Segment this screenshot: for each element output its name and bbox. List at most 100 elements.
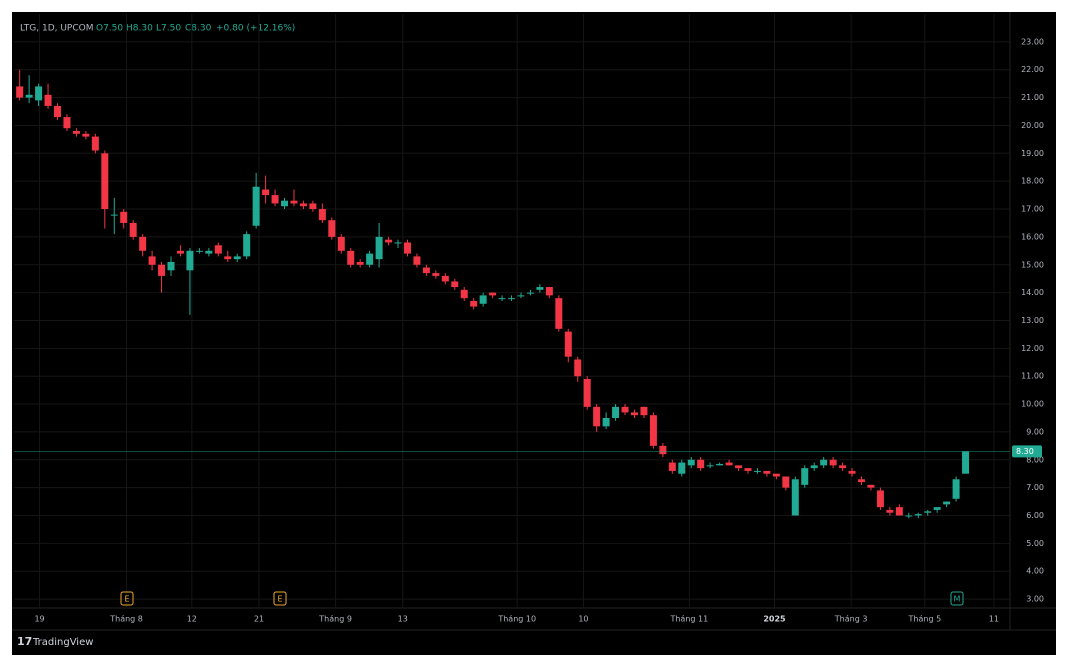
candle-body (72, 131, 80, 134)
candle-body (602, 417, 610, 427)
candle-body (905, 515, 913, 517)
candle-body (649, 415, 657, 446)
candle-body (621, 406, 629, 413)
candle-body (243, 234, 251, 257)
candle-body (583, 378, 591, 407)
ohlc-open: O7.50 (96, 24, 123, 34)
candle-body (176, 250, 184, 254)
y-tick-label: 8.00 (1026, 455, 1044, 464)
last-price-label: 8.30 (1016, 447, 1034, 456)
candle-body (574, 359, 582, 377)
candle-body (895, 507, 903, 516)
brand: TradingView (32, 637, 93, 648)
candle-body (120, 211, 128, 223)
candle-body (63, 117, 71, 129)
candle-body (763, 470, 771, 474)
candle-body (668, 462, 676, 471)
candle-body (366, 253, 374, 265)
candle-body (489, 292, 497, 296)
y-tick-label: 23.00 (1021, 37, 1044, 46)
event-label: E (124, 595, 129, 604)
candle-body (839, 465, 847, 469)
candle-body (328, 220, 336, 237)
x-tick-label: Tháng 10 (497, 615, 536, 624)
y-tick-label: 10.00 (1021, 400, 1044, 409)
candle-body (432, 273, 440, 276)
y-tick-label: 18.00 (1021, 177, 1044, 186)
candle-body (35, 86, 43, 101)
y-tick-label: 15.00 (1021, 260, 1044, 269)
candle-body (101, 153, 109, 210)
candle-body (356, 261, 364, 265)
candle-body (716, 463, 724, 466)
candle-body (876, 490, 884, 508)
x-tick-label: 10 (578, 615, 588, 624)
y-tick-label: 6.00 (1026, 511, 1044, 520)
candle-body (233, 256, 241, 260)
candle-body (857, 479, 865, 483)
candle-body (129, 222, 137, 237)
candle-body (385, 239, 393, 243)
y-tick-label: 4.00 (1026, 567, 1044, 576)
candle-body (791, 479, 799, 516)
event-label: M (954, 595, 961, 604)
candle-body (612, 406, 620, 418)
candle-body (318, 209, 326, 221)
candle-body (309, 203, 317, 210)
candle-body (167, 261, 175, 271)
candle-body (706, 465, 714, 467)
candle-body (195, 250, 203, 252)
candle-body (479, 295, 487, 304)
candle-body (593, 406, 601, 427)
symbol: LTG, 1D, UPCOM (20, 24, 94, 34)
ohlc-change: +0.80 (+12.16%) (216, 24, 295, 34)
candle-body (943, 501, 951, 505)
candle-body (375, 236, 383, 260)
candle-body (290, 200, 298, 204)
candle-body (271, 195, 279, 204)
y-tick-label: 13.00 (1021, 316, 1044, 325)
candle-body (422, 267, 430, 274)
candle-body (347, 250, 355, 265)
y-tick-label: 7.00 (1026, 483, 1044, 492)
candle-body (205, 250, 213, 254)
candle-body (110, 214, 118, 216)
candle-body (735, 465, 743, 469)
candle-body (299, 203, 307, 207)
event-marker (950, 591, 964, 606)
candle-body (867, 484, 875, 488)
x-tick-label: Tháng 8 (109, 615, 143, 624)
event-marker (273, 591, 287, 606)
candle-body (697, 459, 705, 469)
candle-body (517, 295, 525, 297)
candle-body (82, 133, 90, 137)
candle-body (91, 136, 99, 151)
event-marker (120, 591, 134, 606)
ohlc-close: C8.30 (185, 24, 212, 34)
candle-body (44, 94, 52, 106)
x-tick-label: 12 (187, 615, 197, 624)
x-tick-label: Tháng 9 (318, 615, 352, 624)
candle-body (394, 242, 402, 244)
candle-body (810, 465, 818, 469)
candle-body (536, 287, 544, 290)
candle-body (16, 86, 24, 98)
y-tick-label: 20.00 (1021, 121, 1044, 130)
y-tick-label: 5.00 (1026, 539, 1044, 548)
x-tick-label: 2025 (763, 615, 786, 624)
candle-body (545, 287, 553, 296)
candle-body (772, 473, 780, 477)
candle-body (252, 186, 260, 226)
candle-body (186, 250, 194, 271)
candle-body (687, 459, 695, 466)
candle-body (829, 459, 837, 466)
x-tick-label: 19 (34, 615, 44, 624)
candle-body (214, 245, 222, 254)
y-tick-label: 19.00 (1021, 149, 1044, 158)
candle-body (224, 256, 232, 260)
candle-body (782, 476, 790, 488)
x-tick-label: 13 (398, 615, 408, 624)
candle-body (962, 451, 970, 474)
candle-body (25, 94, 33, 98)
